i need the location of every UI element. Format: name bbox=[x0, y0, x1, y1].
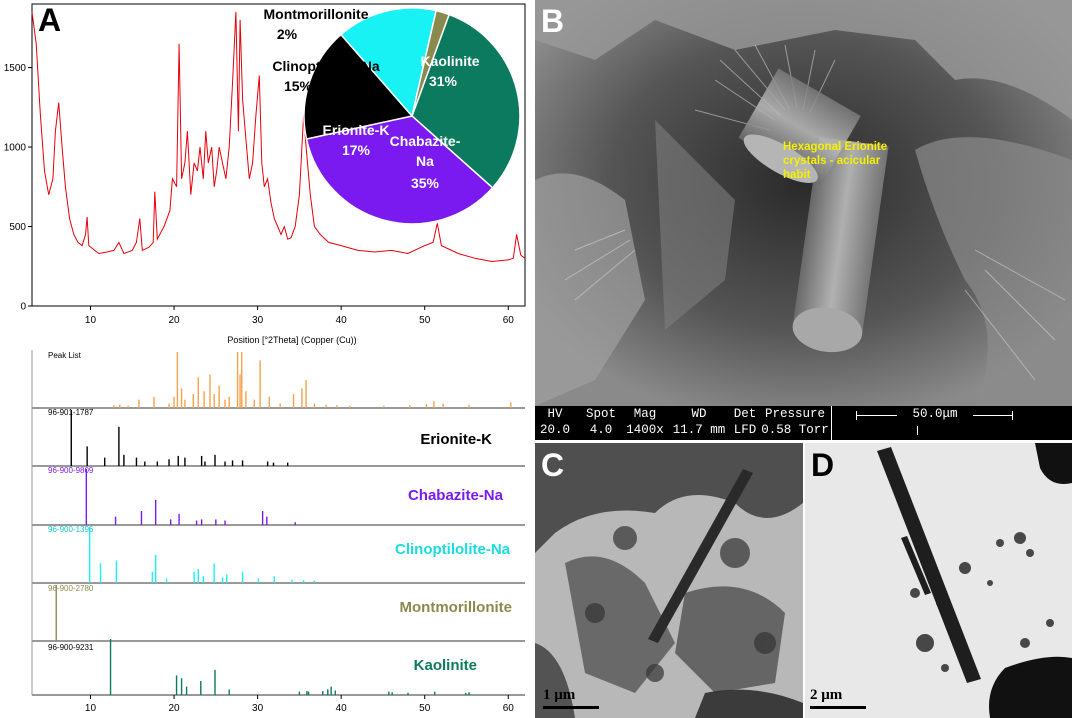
xrd-figure: 10 20 30 40 50 60 0 500 1000 1500 Position [°2The… bbox=[4, 3, 526, 714]
tem-c-scale-bar bbox=[543, 706, 599, 709]
panel-label-a: A bbox=[38, 2, 62, 38]
xrd-y-tick-label: 0 bbox=[20, 302, 26, 313]
xrd-x-tick-label: 10 bbox=[85, 315, 97, 326]
sem-spot-value: 4.0 bbox=[589, 423, 613, 437]
ref-name-chabazite: Chabazite-Na bbox=[408, 487, 504, 504]
xrd-axes: 10 20 30 40 50 60 0 500 1000 1500 bbox=[4, 63, 515, 326]
sem-scale-label: 50.0μm bbox=[897, 407, 973, 421]
xrd-x-tick-label: 40 bbox=[336, 315, 348, 326]
sem-hv-value: 20.0 kV bbox=[539, 423, 570, 440]
xrd-x-tick-label: 20 bbox=[168, 315, 180, 326]
pie-pct-chabazite: 35% bbox=[411, 175, 440, 191]
panel-a-xrd: 10 20 30 40 50 60 0 500 1000 1500 Position [°2The… bbox=[0, 0, 532, 718]
pie-pct-kaolinite: 31% bbox=[429, 73, 458, 89]
sem-annotation-line-3: habit bbox=[783, 169, 811, 181]
ref-name-clinoptilolite: Clinoptilolite-Na bbox=[395, 541, 511, 558]
pie-label-clinoptilolite: Clinoptilolite-Na bbox=[272, 58, 380, 74]
ref-x-tick-label: 30 bbox=[252, 703, 264, 714]
pie-slice-chabazite-na bbox=[305, 115, 494, 225]
tem-c-scale-label: 1 μm bbox=[543, 687, 576, 703]
xrd-y-tick-label: 1000 bbox=[4, 143, 27, 154]
sem-det-label: Det bbox=[733, 407, 757, 421]
pie-label-chabazite-2: Na bbox=[416, 153, 434, 169]
ref-x-tick-label: 60 bbox=[503, 703, 515, 714]
panel-d-tem-image: D 2 μm bbox=[805, 443, 1072, 718]
phase-pie-chart bbox=[303, 7, 521, 225]
sem-annotation-line-2: crystals - acicular bbox=[783, 155, 881, 167]
pie-slice-erionite-k bbox=[303, 33, 414, 140]
sem-pressure-label: Pressure bbox=[764, 407, 825, 421]
pie-pct-clinoptilolite: 15% bbox=[284, 78, 313, 94]
ref-x-tick-label: 40 bbox=[336, 703, 348, 714]
panel-c-tem-image: C 1 μm bbox=[535, 443, 803, 718]
sem-mag-value: 1400x bbox=[626, 423, 664, 437]
sem-annotation: Hexagonal Erionite crystals - acicular h… bbox=[783, 140, 887, 182]
sem-pressure-value: 0.58 Torr bbox=[761, 423, 829, 437]
ref-name-erionite: Erionite-K bbox=[420, 431, 492, 448]
panel-label-b: B bbox=[541, 3, 565, 39]
panel-b-sem-image: B Hexagonal Erionite crystals - acicular… bbox=[535, 0, 1072, 440]
xrd-y-tick-label: 1500 bbox=[4, 63, 27, 74]
xrd-x-tick-label: 60 bbox=[503, 315, 515, 326]
sem-det-value: LFD bbox=[733, 423, 757, 437]
sem-spot-label: Spot bbox=[585, 407, 616, 421]
pie-slice-clinoptilolite-na bbox=[339, 7, 437, 118]
pie-label-kaolinite: Kaolinite bbox=[420, 53, 479, 69]
ref-code-chabazite: 96-900-9809 bbox=[48, 466, 94, 475]
ref-x-tick-label: 50 bbox=[419, 703, 431, 714]
ref-code-kaolinite: 96-900-9231 bbox=[48, 643, 94, 652]
panel-label-c: C bbox=[541, 447, 565, 483]
tem-d-scale-bar bbox=[810, 706, 866, 709]
pie-pct-montmorillonite: 2% bbox=[277, 26, 298, 42]
panel-label-d: D bbox=[811, 447, 835, 483]
ref-code-montmorillonite: 96-900-2780 bbox=[48, 584, 94, 593]
sem-info-bar: HV 20.0 kV Spot 4.0 Mag 1400x WD 11.7 mm Det… bbox=[535, 406, 1072, 440]
reference-stick-patterns bbox=[32, 352, 525, 696]
pie-label-montmorillonite: Montmorillonite bbox=[264, 6, 369, 22]
ref-code-erionite: 96-901-1787 bbox=[48, 408, 94, 417]
reference-x-axis: 10 20 30 40 50 60 bbox=[31, 350, 515, 714]
pie-label-chabazite-1: Chabazite- bbox=[390, 133, 461, 149]
pie-slice-montmorillonite bbox=[411, 9, 451, 117]
sem-wd-label: WD bbox=[691, 407, 707, 421]
ref-name-kaolinite: Kaolinite bbox=[414, 657, 477, 674]
sem-hv-label: HV bbox=[547, 407, 563, 421]
ref-x-tick-label: 20 bbox=[168, 703, 180, 714]
xrd-x-axis-label: Position [°2Theta] (Copper (Cu)) bbox=[227, 335, 356, 345]
tem-micrograph-d bbox=[805, 443, 1072, 718]
pie-slice-kaolinite bbox=[411, 13, 521, 189]
pie-pct-erionite: 17% bbox=[342, 142, 371, 158]
xrd-x-tick-label: 50 bbox=[419, 315, 431, 326]
ref-x-tick-label: 10 bbox=[85, 703, 97, 714]
tem-d-scale-label: 2 μm bbox=[810, 687, 843, 703]
sem-micrograph bbox=[535, 0, 1072, 406]
peak-list-label: Peak List bbox=[48, 351, 82, 360]
xrd-pattern-line bbox=[31, 11, 526, 263]
xrd-x-tick-label: 30 bbox=[252, 315, 264, 326]
ref-code-clinoptilolite: 96-900-1396 bbox=[48, 525, 94, 534]
sem-annotation-line-1: Hexagonal Erionite bbox=[783, 141, 888, 153]
pie-label-erionite: Erionite-K bbox=[323, 122, 390, 138]
ref-name-montmorillonite: Montmorillonite bbox=[400, 599, 513, 616]
sem-wd-value: 11.7 mm bbox=[672, 423, 726, 437]
tem-micrograph-c bbox=[535, 443, 803, 718]
xrd-y-tick-label: 500 bbox=[9, 222, 26, 233]
sem-mag-label: Mag bbox=[633, 407, 657, 421]
